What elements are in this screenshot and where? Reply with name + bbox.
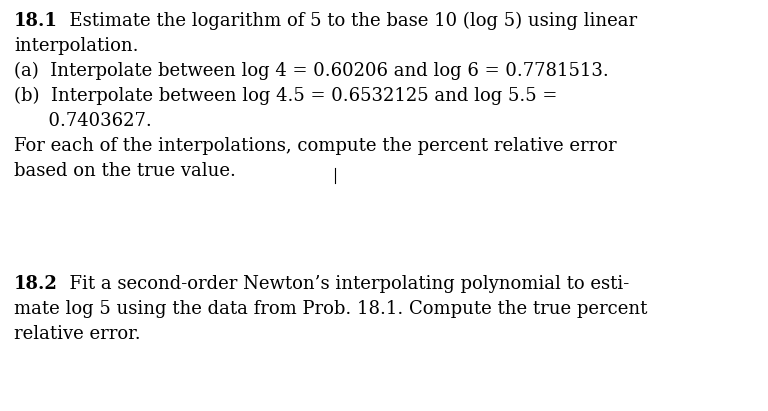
Text: 18.2: 18.2	[14, 275, 58, 293]
Text: Estimate the logarithm of 5 to the base 10 (log 5) using linear: Estimate the logarithm of 5 to the base …	[58, 12, 637, 30]
Text: For each of the interpolations, compute the percent relative error: For each of the interpolations, compute …	[14, 137, 617, 155]
Text: mate log 5 using the data from Prob. 18.1. Compute the true percent: mate log 5 using the data from Prob. 18.…	[14, 300, 647, 318]
Text: Fit a second-order Newton’s interpolating polynomial to esti-: Fit a second-order Newton’s interpolatin…	[58, 275, 629, 293]
Text: based on the true value.: based on the true value.	[14, 162, 236, 180]
Text: 18.1: 18.1	[14, 12, 58, 30]
Text: interpolation.: interpolation.	[14, 37, 138, 55]
Text: (a)  Interpolate between log 4 = 0.60206 and log 6 = 0.7781513.: (a) Interpolate between log 4 = 0.60206 …	[14, 62, 609, 80]
Text: (b)  Interpolate between log 4.5 = 0.6532125 and log 5.5 =: (b) Interpolate between log 4.5 = 0.6532…	[14, 87, 558, 105]
Text: 0.7403627.: 0.7403627.	[14, 112, 152, 130]
Text: relative error.: relative error.	[14, 325, 141, 343]
